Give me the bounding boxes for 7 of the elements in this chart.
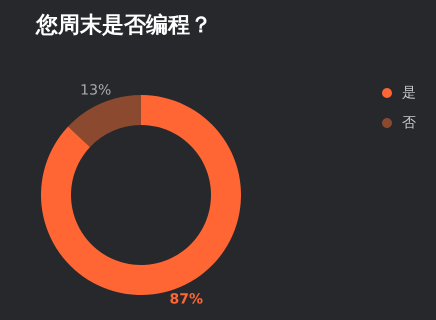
data-label: 13% xyxy=(80,82,112,98)
data-label: 87% xyxy=(170,292,204,308)
donut-slice xyxy=(41,95,241,295)
donut-slice xyxy=(68,95,141,148)
legend-label: 否 xyxy=(402,114,416,133)
legend-label: 是 xyxy=(402,84,416,103)
chart-title: 您周末是否编程？ xyxy=(36,12,212,40)
